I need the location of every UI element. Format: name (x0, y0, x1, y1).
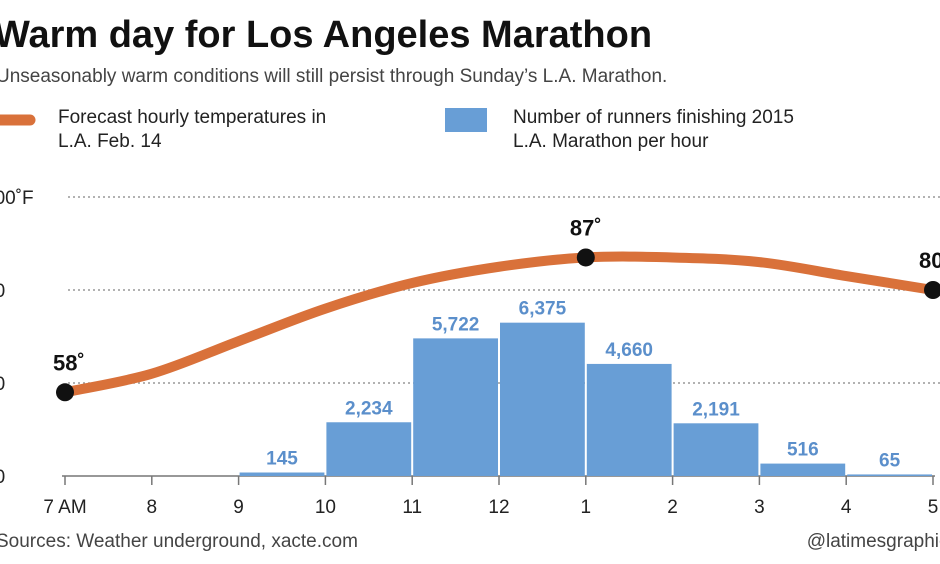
bar-value-label: 2,191 (692, 399, 740, 420)
bar-value-label: 145 (266, 449, 298, 470)
legend-label-box: Forecast hourly temperatures in L.A. Feb… (58, 107, 327, 152)
x-tick-label: 2 (667, 497, 678, 518)
point-label: 87˚ (570, 215, 602, 240)
bar (500, 322, 585, 476)
bar-value-label: 65 (879, 450, 901, 471)
chart-subtitle: Unseasonably warm conditions will still … (0, 66, 667, 87)
credit: @latimesgraphics (807, 531, 940, 552)
source: Sources: Weather underground, xacte.com (0, 531, 358, 552)
temperature-line (60, 251, 938, 398)
legend-label: Number of runners finishing 2015 L.A. Ma… (513, 107, 794, 152)
bar-value-label: 4,660 (605, 340, 653, 361)
x-tick-label: 12 (488, 497, 509, 518)
point (924, 281, 940, 299)
x-tick-label: 5 (928, 497, 939, 518)
bar (413, 338, 498, 476)
bar-value-label: 5,722 (432, 314, 480, 335)
x-tick-label: 4 (841, 497, 852, 518)
bar (239, 472, 325, 476)
point (56, 383, 74, 402)
bar (760, 463, 846, 476)
bar (847, 474, 932, 476)
legend-label: Forecast hourly temperatures in L.A. Feb… (58, 107, 327, 152)
y-tick-label: 100˚F (0, 188, 34, 209)
bar-value-label: 516 (787, 440, 819, 461)
legend-label-box: Number of runners finishing 2015 L.A. Ma… (513, 107, 794, 152)
bar (586, 363, 672, 476)
x-tick-label: 9 (233, 497, 244, 518)
bar-value-label: 6,375 (519, 299, 567, 320)
x-tick-label: 8 (147, 497, 158, 518)
bar-value-label: 2,234 (345, 398, 393, 419)
legend-swatch (445, 108, 487, 132)
bar (673, 423, 759, 476)
x-tick-label: 10 (315, 497, 336, 518)
y-tick-label: 60 (0, 374, 5, 395)
point (576, 248, 595, 267)
y-tick-label: 80 (0, 281, 5, 302)
x-tick-label: 7 AM (43, 497, 86, 518)
chart-title: Warm day for Los Angeles Marathon (0, 14, 652, 56)
point-label: 80˚ (919, 248, 940, 273)
x-tick-label: 11 (402, 497, 422, 518)
y-tick-label: 40 (0, 467, 5, 488)
x-tick-label: 1 (581, 497, 592, 518)
x-tick-label: 3 (754, 497, 765, 518)
point-label: 58˚ (53, 350, 85, 375)
bar (326, 422, 412, 476)
